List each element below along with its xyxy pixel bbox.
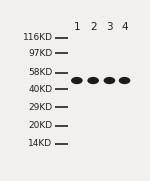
Text: 2: 2 bbox=[90, 22, 96, 32]
Text: 58KD: 58KD bbox=[28, 68, 52, 77]
Text: 1: 1 bbox=[74, 22, 80, 32]
Text: 14KD: 14KD bbox=[28, 139, 52, 148]
Ellipse shape bbox=[71, 77, 83, 84]
Ellipse shape bbox=[119, 77, 130, 84]
Text: 116KD: 116KD bbox=[22, 33, 52, 42]
Ellipse shape bbox=[87, 77, 99, 84]
Text: 29KD: 29KD bbox=[28, 103, 52, 112]
Text: 4: 4 bbox=[121, 22, 128, 32]
Text: 97KD: 97KD bbox=[28, 49, 52, 58]
Text: 3: 3 bbox=[106, 22, 113, 32]
Ellipse shape bbox=[104, 77, 115, 84]
Text: 40KD: 40KD bbox=[28, 85, 52, 94]
Text: 20KD: 20KD bbox=[28, 121, 52, 130]
